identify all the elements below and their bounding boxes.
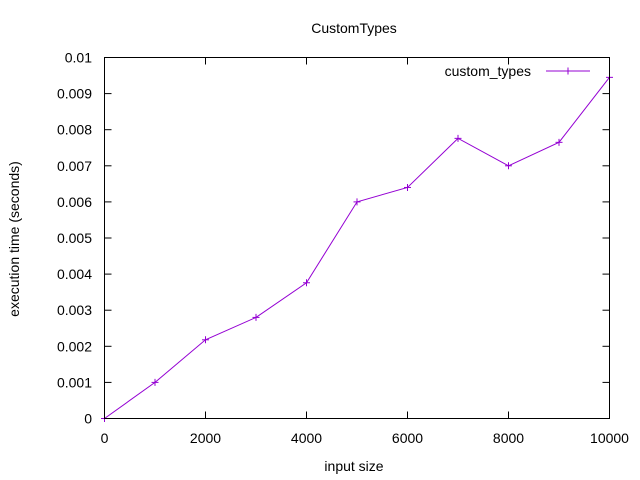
legend-marker [564,67,572,75]
axis-ticks: 0 0.001 0.002 0.003 0.004 0.005 0.006 0.007 0.00… [57,50,629,447]
y-tick-label: 0.005 [57,230,92,246]
data-point [151,378,159,386]
x-tick-label: 0 [101,430,109,446]
y-tick-label: 0.009 [57,86,92,102]
legend-label: custom_types [445,63,531,79]
data-point [252,313,260,321]
x-tick-label: 6000 [392,430,423,446]
x-tick-label: 2000 [190,430,221,446]
legend: custom_types [445,63,590,79]
data-point [303,279,310,287]
chart-title: CustomTypes [311,20,397,36]
y-axis-label: execution time (seconds) [6,161,22,317]
x-tick-label: 10000 [590,430,629,446]
data-point [353,198,361,206]
y-tick-label: 0.007 [57,158,92,174]
data-point [505,162,512,170]
data-point [555,138,563,146]
y-tick-label: 0.002 [57,338,92,354]
data-point [404,183,411,191]
data-point [202,336,209,344]
y-tick-label: 0.008 [57,122,92,138]
y-tick-label: 0.003 [57,302,92,318]
y-tick-label: 0.01 [65,50,92,66]
y-tick-label: 0.004 [57,266,92,282]
y-tick-label: 0.001 [57,374,92,390]
data-point [454,134,462,142]
series-line [104,77,610,419]
y-tick-label: 0 [84,411,92,427]
y-tick-label: 0.006 [57,194,92,210]
x-axis-label: input size [324,458,383,474]
x-tick-label: 8000 [493,430,524,446]
x-tick-label: 4000 [291,430,322,446]
data-series [101,73,613,422]
plot-frame [104,57,610,419]
